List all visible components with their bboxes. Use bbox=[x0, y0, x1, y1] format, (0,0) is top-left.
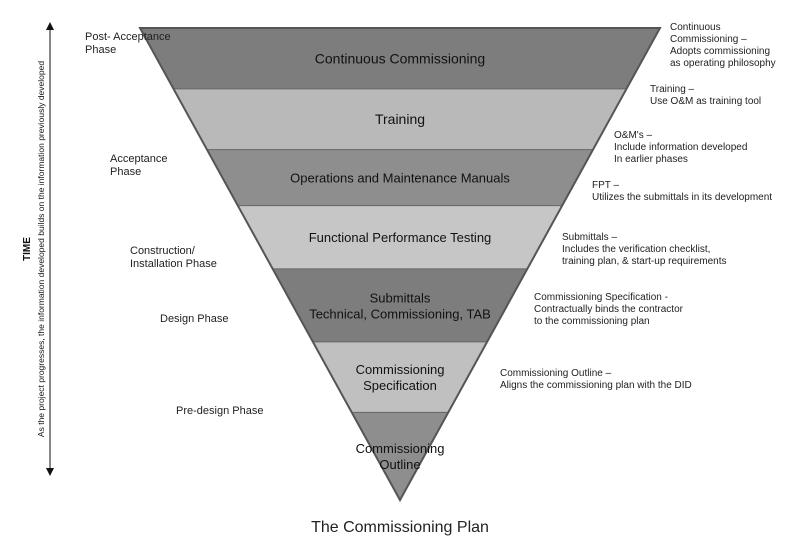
note-line-4-0: Includes the verification checklist, bbox=[562, 244, 710, 255]
band-label-6: Outline bbox=[379, 457, 420, 472]
phase-label-2: Construction/ bbox=[130, 245, 196, 257]
band-label-5: Specification bbox=[363, 378, 437, 393]
phase-label-3: Design Phase bbox=[160, 313, 229, 325]
time-axis-arrow-down bbox=[46, 468, 54, 476]
time-axis-label: TIME bbox=[22, 237, 33, 261]
note-title-2: O&M's – bbox=[614, 130, 652, 141]
phase-label-2: Installation Phase bbox=[130, 258, 217, 270]
note-line-0-1: Adopts commissioning bbox=[670, 46, 770, 57]
note-line-0-0: Commissioning – bbox=[670, 34, 747, 45]
phase-label-1: Phase bbox=[110, 166, 141, 178]
note-title-6: Commissioning Outline – bbox=[500, 368, 612, 379]
note-line-3-0: Utilizes the submittals in its developme… bbox=[592, 192, 772, 203]
band-label-4: Submittals bbox=[370, 290, 431, 305]
note-title-0: Continuous bbox=[670, 22, 721, 33]
time-axis-caption: As the project progresses, the informati… bbox=[36, 61, 46, 437]
note-line-5-1: to the commissioning plan bbox=[534, 316, 650, 327]
note-line-2-1: In earlier phases bbox=[614, 154, 688, 165]
note-title-4: Submittals – bbox=[562, 232, 617, 243]
band-label-2: Operations and Maintenance Manuals bbox=[290, 171, 510, 186]
note-title-3: FPT – bbox=[592, 180, 619, 191]
note-line-1-0: Use O&M as training tool bbox=[650, 96, 761, 107]
phase-label-0: Post- Acceptance bbox=[85, 31, 171, 43]
phase-label-0: Phase bbox=[85, 44, 116, 56]
note-line-2-0: Include information developed bbox=[614, 142, 747, 153]
band-label-0: Continuous Commissioning bbox=[315, 50, 485, 66]
time-axis-arrow-up bbox=[46, 22, 54, 30]
note-line-5-0: Contractually binds the contractor bbox=[534, 304, 684, 315]
band-label-5: Commissioning bbox=[356, 362, 445, 377]
note-line-6-0: Aligns the commissioning plan with the D… bbox=[500, 380, 692, 391]
phase-label-4: Pre-design Phase bbox=[176, 405, 263, 417]
phase-label-1: Acceptance bbox=[110, 153, 167, 165]
note-line-0-2: as operating philosophy bbox=[670, 58, 776, 69]
band-label-1: Training bbox=[375, 111, 425, 127]
band-label-4: Technical, Commissioning, TAB bbox=[309, 306, 491, 321]
band-label-6: Commissioning bbox=[356, 441, 445, 456]
band-label-3: Functional Performance Testing bbox=[309, 230, 492, 245]
note-line-4-1: training plan, & start-up requirements bbox=[562, 256, 727, 267]
diagram-title: The Commissioning Plan bbox=[311, 519, 489, 536]
note-title-5: Commissioning Specification - bbox=[534, 292, 668, 303]
note-title-1: Training – bbox=[650, 84, 695, 95]
